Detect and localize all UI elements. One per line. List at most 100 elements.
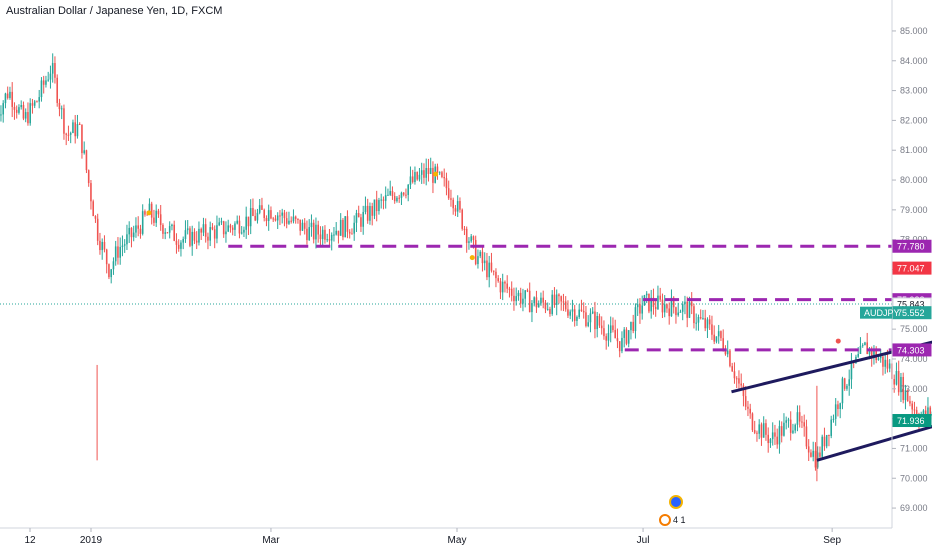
candle: [848, 379, 850, 386]
price-label: 77.047: [892, 261, 932, 275]
candle: [180, 242, 182, 249]
candle: [636, 304, 639, 308]
candle: [913, 409, 916, 411]
candle: [506, 283, 508, 289]
candle: [711, 324, 713, 335]
candle: [0, 114, 2, 116]
price-label-text: 75.552: [897, 308, 925, 318]
candle: [303, 222, 306, 229]
candle: [675, 307, 677, 316]
candle: [724, 348, 727, 355]
candle: [243, 229, 245, 233]
candle: [222, 221, 225, 235]
candle: [283, 212, 286, 219]
candle: [794, 424, 796, 431]
candle: [895, 370, 898, 385]
candle: [634, 307, 637, 332]
candle: [15, 109, 18, 113]
candle: [459, 201, 461, 210]
candle: [551, 294, 553, 314]
price-label-bg: [892, 414, 932, 428]
candle: [177, 244, 180, 249]
event-count: 4 1: [673, 515, 686, 525]
candle: [787, 419, 790, 421]
candle: [353, 222, 355, 234]
candle: [76, 124, 79, 137]
candle: [785, 420, 787, 423]
candle: [87, 170, 90, 184]
candle: [526, 290, 529, 292]
candle: [668, 308, 670, 317]
candle: [681, 304, 684, 312]
candle: [49, 73, 52, 80]
candle: [756, 432, 758, 434]
candle: [429, 167, 432, 174]
candle: [837, 404, 839, 410]
candle: [45, 80, 47, 85]
candle: [828, 435, 830, 437]
candle: [798, 412, 801, 422]
channel-trendline[interactable]: [731, 261, 932, 394]
candle: [297, 218, 299, 220]
candle: [537, 303, 540, 308]
candle: [688, 301, 691, 318]
event-icon[interactable]: [669, 495, 683, 509]
candle: [713, 334, 715, 342]
candle: [420, 170, 423, 175]
channel-trendline[interactable]: [816, 293, 932, 462]
candle: [666, 304, 668, 309]
candle: [524, 290, 526, 299]
price-label-text: 74.303: [897, 345, 925, 355]
candle: [576, 316, 578, 321]
candle: [42, 80, 45, 85]
candle: [328, 239, 331, 241]
candle: [191, 231, 193, 246]
candle: [384, 195, 387, 201]
candle: [893, 379, 895, 385]
candle: [78, 124, 81, 126]
candle: [54, 63, 56, 78]
candle: [571, 309, 574, 312]
candle: [690, 301, 693, 307]
candle: [36, 101, 38, 103]
candle: [144, 211, 146, 215]
candle: [126, 234, 128, 245]
candle: [648, 293, 650, 312]
events-badge[interactable]: 4 1: [659, 495, 686, 526]
dividend-icon[interactable]: [659, 514, 671, 526]
candle: [436, 166, 439, 173]
candle: [657, 295, 659, 310]
candle: [220, 221, 223, 223]
price-label-bg: [892, 239, 932, 253]
candle: [641, 305, 643, 314]
candle: [477, 256, 479, 265]
candle: [301, 222, 304, 231]
candle: [501, 281, 504, 293]
candle: [382, 199, 385, 201]
candle: [585, 312, 587, 327]
candle: [137, 225, 139, 229]
candle: [497, 278, 499, 282]
candle: [504, 281, 506, 284]
candle: [398, 197, 400, 199]
candle: [897, 370, 900, 393]
candle: [542, 297, 544, 303]
candle: [153, 217, 155, 223]
candle: [499, 281, 502, 293]
candle: [569, 311, 571, 316]
price-label-text: 75.843: [897, 300, 925, 310]
candle: [832, 418, 835, 420]
candle: [540, 297, 542, 304]
candle: [558, 294, 560, 297]
candle: [870, 348, 873, 357]
candle: [456, 201, 459, 212]
candle: [510, 288, 513, 296]
candle: [864, 342, 866, 346]
candle: [771, 432, 774, 440]
candle: [402, 192, 405, 195]
candle: [351, 233, 353, 235]
candle: [306, 228, 308, 241]
candle: [357, 213, 360, 218]
candle: [274, 218, 277, 221]
